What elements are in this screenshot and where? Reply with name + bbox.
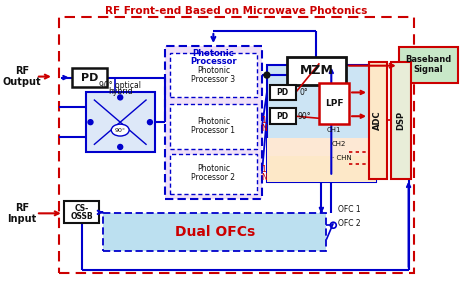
Text: 1: 1 [262, 116, 266, 125]
Bar [59, 17, 413, 273]
Bar [170, 53, 257, 97]
Text: OFC 1: OFC 1 [338, 205, 360, 214]
Bar [270, 108, 296, 124]
Text: 1: 1 [262, 165, 266, 174]
Bar [165, 46, 262, 199]
Text: CH1: CH1 [327, 127, 342, 133]
Text: hybrid: hybrid [108, 87, 133, 96]
Text: Photonic: Photonic [197, 117, 230, 126]
Bar [267, 65, 376, 182]
Text: PD: PD [277, 88, 289, 97]
Text: 0°: 0° [299, 88, 308, 97]
Text: RF
Output: RF Output [3, 66, 41, 87]
Text: 90°: 90° [298, 112, 311, 121]
Text: 90° optical: 90° optical [99, 81, 141, 90]
Bar [170, 154, 257, 193]
Text: Baseband: Baseband [405, 55, 452, 64]
Bar [399, 47, 458, 83]
Text: Processor 2: Processor 2 [191, 173, 236, 182]
Text: CS-: CS- [74, 204, 89, 213]
Bar [85, 92, 155, 152]
Circle shape [118, 95, 123, 100]
Text: RF
Input: RF Input [8, 202, 36, 224]
Bar [267, 138, 376, 156]
Text: LPF: LPF [325, 99, 344, 108]
Text: Processor 1: Processor 1 [191, 126, 236, 135]
Text: N: N [261, 173, 267, 182]
Text: Signal: Signal [414, 65, 443, 74]
Text: PD: PD [277, 112, 289, 121]
Text: DSP: DSP [396, 111, 405, 130]
Text: Photonic: Photonic [197, 66, 230, 75]
Bar [170, 104, 257, 149]
Text: Processor 3: Processor 3 [191, 74, 236, 83]
Bar [391, 62, 410, 179]
Bar [319, 83, 349, 124]
Text: Processor: Processor [190, 57, 237, 66]
Circle shape [88, 120, 93, 125]
Ellipse shape [111, 124, 129, 136]
Bar [64, 201, 100, 223]
Text: N: N [261, 124, 267, 133]
Text: ADC: ADC [374, 110, 383, 130]
Text: 90°: 90° [115, 127, 126, 133]
Bar [103, 213, 326, 251]
Text: Photonic: Photonic [192, 49, 234, 58]
Text: CH2: CH2 [332, 141, 346, 147]
Circle shape [147, 120, 153, 125]
Bar [267, 156, 376, 182]
Bar [72, 68, 107, 87]
Circle shape [118, 144, 123, 149]
Text: OFC 2: OFC 2 [338, 219, 360, 228]
Bar [287, 57, 346, 85]
Bar [270, 85, 296, 100]
Text: RF Front-end Based on Microwave Photonics: RF Front-end Based on Microwave Photonic… [105, 6, 367, 16]
Text: OSSB: OSSB [70, 212, 93, 221]
Circle shape [264, 72, 270, 78]
Text: PD: PD [81, 72, 98, 83]
Text: · CHN: · CHN [332, 155, 352, 161]
Bar [369, 62, 387, 179]
Text: MZM: MZM [300, 64, 333, 77]
Text: Dual OFCs: Dual OFCs [175, 225, 255, 239]
Text: Photonic: Photonic [197, 164, 230, 173]
